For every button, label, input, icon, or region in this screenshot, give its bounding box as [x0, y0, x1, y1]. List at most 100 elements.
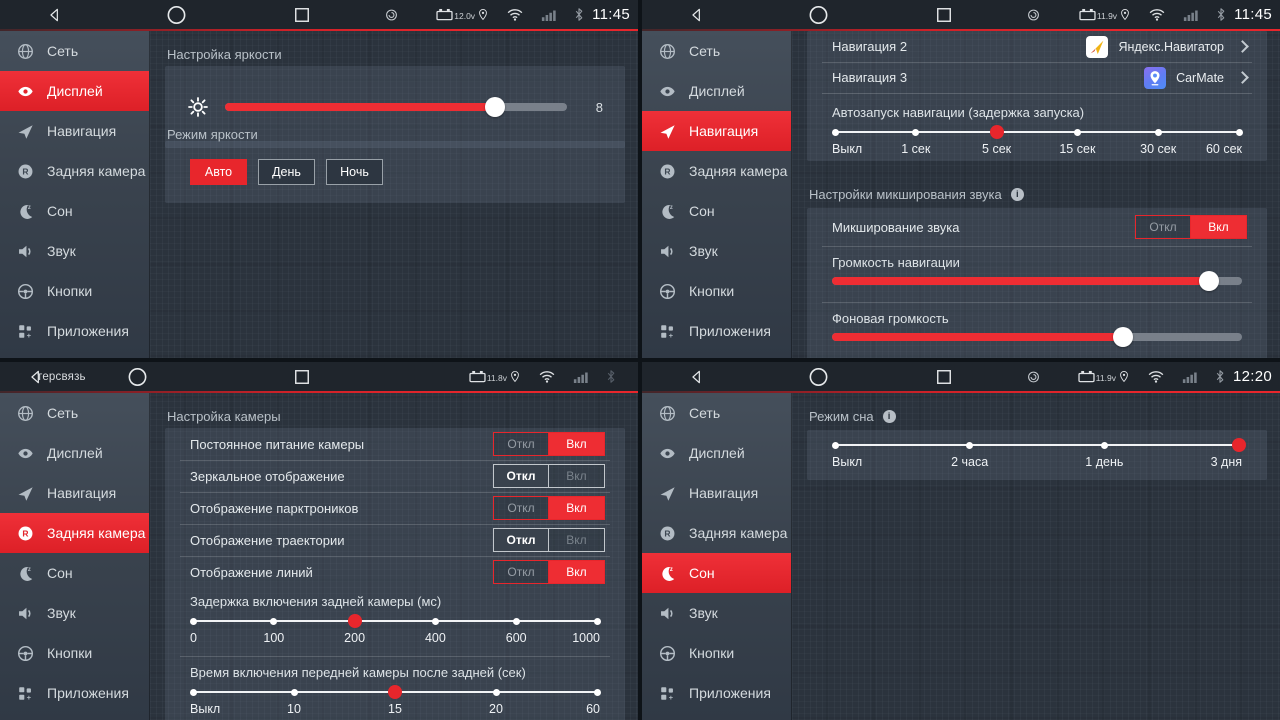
data-saver-icon[interactable] [385, 8, 398, 21]
nav-volume-slider[interactable] [832, 271, 1242, 291]
sidebar-item-sleep[interactable]: Сон [0, 191, 149, 231]
lines-row: Отображение линий Откл Вкл [165, 556, 625, 588]
status-bar: терсвязь 11.8v [0, 362, 638, 391]
autostart-delay-slider[interactable]: Выкл 1 сек 5 сек 15 сек 30 сек 60 сек [831, 125, 1243, 159]
slider-thumb[interactable] [1199, 271, 1220, 291]
sidebar-item-sound[interactable]: Звук [642, 231, 791, 271]
car-battery-icon [1078, 370, 1095, 383]
sidebar-item-apps[interactable]: Приложения [0, 311, 149, 351]
wifi-icon [538, 370, 556, 383]
toggle-on-option[interactable]: Вкл [549, 561, 604, 583]
sidebar-item-navigation[interactable]: Навигация [0, 111, 149, 151]
sidebar-item-buttons[interactable]: Кнопки [0, 633, 149, 673]
sidebar-item-display[interactable]: Дисплей [642, 71, 791, 111]
back-button[interactable] [688, 367, 705, 386]
toggle-off-option[interactable]: Откл [494, 433, 549, 455]
back-button[interactable] [688, 5, 705, 24]
wifi-icon [1147, 370, 1165, 383]
sidebar-item-network[interactable]: Сеть [642, 393, 791, 433]
quadrant-navigation-settings: 11.9v 11:45 Сеть Дисплей Навигация Задня… [642, 0, 1280, 358]
recents-button[interactable] [292, 5, 312, 25]
sidebar-item-display[interactable]: Дисплей [0, 71, 149, 111]
mode-auto-button[interactable]: Авто [190, 159, 247, 185]
toggle-on-option[interactable]: Вкл [549, 465, 604, 487]
home-button[interactable] [165, 3, 188, 26]
sidebar-item-sound[interactable]: Звук [0, 231, 149, 271]
sidebar-item-sound[interactable]: Звук [642, 593, 791, 633]
front-camera-time-slider[interactable]: Выкл 10 15 20 60 [189, 685, 601, 719]
home-button[interactable] [807, 3, 830, 26]
sidebar-item-navigation[interactable]: Навигация [642, 473, 791, 513]
sidebar-item-apps[interactable]: Приложения [642, 673, 791, 713]
sidebar-item-apps[interactable]: Приложения [642, 311, 791, 351]
sidebar-item-navigation[interactable]: Навигация [642, 111, 791, 151]
background-volume-slider[interactable] [832, 327, 1242, 347]
sidebar-item-rear-camera[interactable]: Задняя камера [0, 513, 149, 553]
recents-button[interactable] [292, 367, 312, 387]
sidebar-item-apps[interactable]: Приложения [0, 673, 149, 713]
home-button[interactable] [126, 365, 149, 388]
mixing-toggle[interactable]: Откл Вкл [1135, 215, 1247, 239]
sidebar-item-rear-camera[interactable]: Задняя камера [642, 151, 791, 191]
sidebar-item-rear-camera[interactable]: Задняя камера [0, 151, 149, 191]
sidebar-item-display[interactable]: Дисплей [642, 433, 791, 473]
data-saver-icon[interactable] [1027, 370, 1040, 383]
sidebar-item-network[interactable]: Сеть [0, 31, 149, 71]
camera-power-toggle[interactable]: Откл Вкл [493, 432, 605, 456]
rear-delay-label: Задержка включения задней камеры (мс) [190, 594, 442, 609]
accent-divider [0, 391, 638, 393]
toggle-off-option[interactable]: Откл [494, 561, 549, 583]
sidebar-item-buttons[interactable]: Кнопки [642, 633, 791, 673]
info-icon[interactable] [1010, 188, 1024, 201]
sidebar-item-display[interactable]: Дисплей [0, 433, 149, 473]
toggle-off-option[interactable]: Откл [494, 529, 549, 551]
back-button[interactable] [46, 5, 63, 24]
home-button[interactable] [807, 365, 830, 388]
location-pin-icon [1118, 370, 1130, 383]
slider-thumb[interactable] [1113, 327, 1134, 347]
chevron-right-icon [1236, 40, 1249, 53]
mode-day-button[interactable]: День [258, 159, 315, 185]
brightness-panel: 8 [165, 66, 625, 148]
voltage-value: 12.0v [454, 11, 476, 21]
recents-button[interactable] [934, 367, 954, 387]
sidebar-item-network[interactable]: Сеть [0, 393, 149, 433]
sidebar-item-buttons[interactable]: Кнопки [642, 271, 791, 311]
location-pin-icon [1119, 8, 1131, 21]
slider-thumb[interactable] [485, 97, 506, 117]
parking-sensors-toggle[interactable]: Откл Вкл [493, 496, 605, 520]
brightness-slider[interactable] [225, 97, 567, 117]
recents-button[interactable] [934, 5, 954, 25]
navigation2-row[interactable]: Навигация 2 Яндекс.Навигатор [807, 31, 1267, 62]
lines-toggle[interactable]: Откл Вкл [493, 560, 605, 584]
navigation3-row[interactable]: Навигация 3 CarMate [807, 62, 1267, 93]
toggle-off-option[interactable]: Откл [494, 497, 549, 519]
toggle-off-option[interactable]: Откл [494, 465, 549, 487]
sidebar-item-sleep[interactable]: Сон [642, 553, 791, 593]
sidebar-item-sleep[interactable]: Сон [642, 191, 791, 231]
sidebar-item-sleep[interactable]: Сон [0, 553, 149, 593]
sidebar-item-sound[interactable]: Звук [0, 593, 149, 633]
mirror-toggle[interactable]: Откл Вкл [493, 464, 605, 488]
sleep-mode-slider[interactable]: Выкл 2 часа 1 день 3 дня [831, 438, 1246, 472]
sidebar-item-network[interactable]: Сеть [642, 31, 791, 71]
sidebar-item-rear-camera[interactable]: Задняя камера [642, 513, 791, 553]
toggle-on-option[interactable]: Вкл [549, 433, 604, 455]
rear-camera-icon [659, 163, 676, 180]
mode-night-button[interactable]: Ночь [326, 159, 383, 185]
eye-icon [17, 445, 34, 462]
toggle-off-option[interactable]: Откл [1136, 216, 1191, 238]
sidebar-item-buttons[interactable]: Кнопки [0, 271, 149, 311]
info-icon[interactable] [882, 410, 896, 423]
camera-panel: Постоянное питание камеры Откл Вкл Зерка… [165, 428, 625, 720]
toggle-on-option[interactable]: Вкл [549, 529, 604, 551]
navigation-settings-content: Навигация 2 Яндекс.Навигатор Навигация 3… [792, 31, 1280, 358]
data-saver-icon[interactable] [1027, 8, 1040, 21]
trajectory-toggle[interactable]: Откл Вкл [493, 528, 605, 552]
sidebar-item-navigation[interactable]: Навигация [0, 473, 149, 513]
divider [822, 62, 1252, 63]
speaker-icon [17, 243, 34, 260]
toggle-on-option[interactable]: Вкл [1191, 216, 1246, 238]
rear-delay-slider[interactable]: 0 100 200 400 600 1000 [189, 614, 601, 648]
toggle-on-option[interactable]: Вкл [549, 497, 604, 519]
